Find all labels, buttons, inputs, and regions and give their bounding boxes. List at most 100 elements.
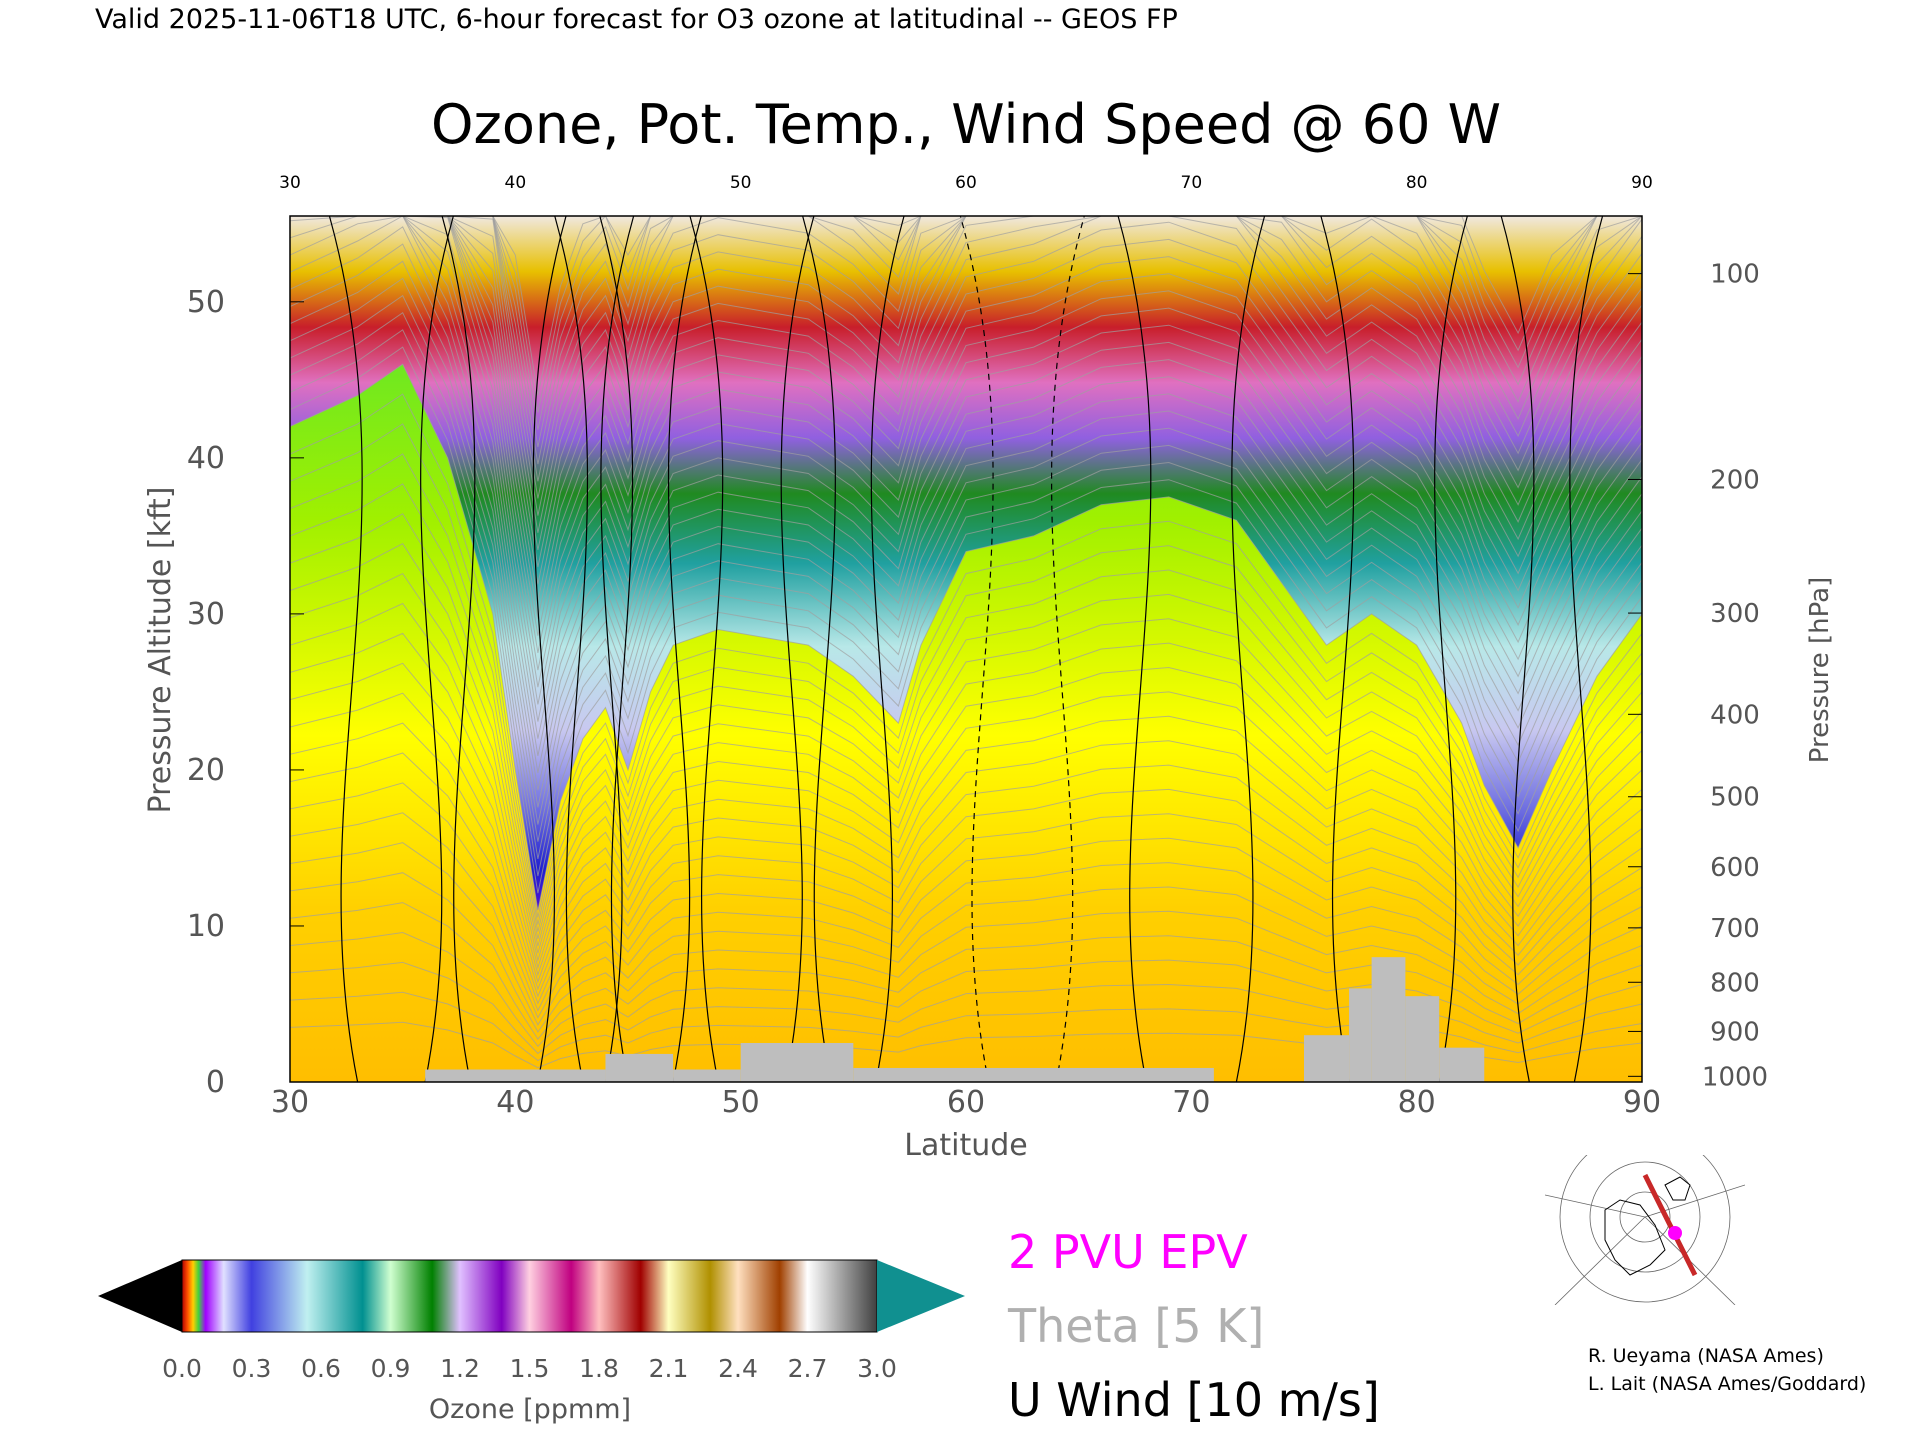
y-axis-label: Pressure Altitude [kft] <box>143 487 178 814</box>
theta-contour <box>290 632 1642 977</box>
theta-contours <box>290 216 1642 1069</box>
theta-contour <box>290 662 1642 984</box>
colorbar-tick-label: 2.4 <box>718 1354 758 1383</box>
terrain-block <box>425 1069 606 1082</box>
y-tick-label: 40 <box>187 441 225 476</box>
x-axis-bottom: 30 40 50 60 70 80 90 <box>271 1085 1661 1120</box>
x-tick-label: 30 <box>271 1085 309 1120</box>
theta-contour <box>290 226 1642 774</box>
pressure-tick-label: 400 <box>1710 700 1760 730</box>
theta-contour <box>290 216 1642 739</box>
terrain-block <box>740 1042 854 1082</box>
theta-contour <box>290 216 1642 482</box>
theta-contour <box>290 872 1642 1033</box>
u-wind-contours <box>328 216 1604 1082</box>
terrain-block <box>1405 996 1440 1082</box>
theta-contour <box>290 311 1642 860</box>
terrain-block <box>1349 988 1372 1082</box>
y-axis-left: 0 10 20 30 40 50 <box>187 285 304 1100</box>
terrain-block <box>1304 1035 1350 1082</box>
colorbar-tick-label: 1.5 <box>510 1354 550 1383</box>
wind-contour <box>1050 216 1085 1082</box>
wind-contour <box>1320 216 1355 1082</box>
credit-line-1: R. Ueyama (NASA Ames) <box>1588 1345 1824 1367</box>
terrain-block <box>1439 1047 1485 1082</box>
theta-contour <box>290 842 1642 1026</box>
theta-contour <box>290 752 1642 1005</box>
theta-contour <box>290 513 1642 947</box>
wind-contour <box>532 216 567 1082</box>
terrain-block <box>853 1067 1214 1082</box>
theta-contour <box>290 216 1642 499</box>
theta-contour <box>290 812 1642 1019</box>
colorbar-gradient <box>181 1259 878 1333</box>
y-tick-label: 0 <box>206 1065 225 1100</box>
wind-contour <box>599 216 634 1082</box>
terrain-block <box>605 1053 674 1082</box>
wind-contour <box>328 216 363 1082</box>
colorbar-tick-label: 0.9 <box>371 1354 411 1383</box>
theta-contour <box>290 216 1642 636</box>
colorbar-high-arrow <box>877 1260 965 1332</box>
theta-contour <box>290 602 1642 970</box>
chart-title: Ozone, Pot. Temp., Wind Speed @ 60 W <box>431 93 1501 156</box>
wind-contour <box>870 216 905 1082</box>
theta-contour <box>290 453 1642 932</box>
theta-contour <box>290 216 1642 465</box>
pressure-axis-label: Pressure [hPa] <box>1805 577 1835 764</box>
credit-line-2: L. Lait (NASA Ames/Goddard) <box>1588 1373 1867 1395</box>
theta-contour <box>290 216 1642 705</box>
valid-time-header: Valid 2025-11-06T18 UTC, 6-hour forecast… <box>95 4 1178 35</box>
theta-contour <box>290 216 1642 448</box>
legend-epv: 2 PVU EPV <box>1008 1225 1248 1279</box>
colorbar-label: Ozone [ppmm] <box>429 1394 631 1425</box>
legend-uwind: U Wind [10 m/s] <box>1008 1373 1380 1427</box>
terrain-block <box>673 1069 741 1082</box>
colorbar-low-arrow <box>98 1260 182 1332</box>
pressure-tick-label: 300 <box>1710 599 1760 629</box>
theta-contour <box>290 216 1642 516</box>
theta-contour <box>290 216 1642 551</box>
theta-contour <box>290 216 1642 654</box>
theta-contour <box>290 692 1642 991</box>
legend-theta: Theta [5 K] <box>1008 1299 1265 1353</box>
wind-contour <box>802 216 836 1082</box>
x-axis-top: 30 40 50 60 70 80 90 <box>279 173 1653 193</box>
theta-contour <box>290 216 1642 568</box>
theta-contour <box>290 329 1642 877</box>
wind-contour <box>1569 216 1604 1082</box>
colorbar-tick-label: 0.6 <box>301 1354 341 1383</box>
colorbar-tick-label: 1.2 <box>440 1354 480 1383</box>
theta-contour <box>290 243 1642 791</box>
wind-contour <box>667 216 702 1082</box>
colorbar-tick-label: 3.0 <box>857 1354 897 1383</box>
theta-contour <box>290 216 1642 722</box>
theta-contour <box>290 572 1642 963</box>
x-tick-label: 70 <box>1172 1085 1210 1120</box>
pressure-tick-label: 800 <box>1710 968 1760 998</box>
wind-contour <box>420 216 454 1082</box>
colorbar-tick-label: 2.1 <box>649 1354 689 1383</box>
theta-contour <box>290 902 1642 1040</box>
x-top-tick-label: 50 <box>730 173 752 193</box>
theta-contour <box>290 216 1642 413</box>
location-map-inset <box>1545 1155 1745 1305</box>
wind-contour <box>959 216 994 1082</box>
x-tick-label: 80 <box>1398 1085 1436 1120</box>
theta-contour <box>290 216 1642 430</box>
y-tick-label: 20 <box>187 753 225 788</box>
wind-contour <box>441 216 476 1082</box>
theta-contour <box>290 543 1642 954</box>
colorbar-tick-label: 2.7 <box>788 1354 828 1383</box>
theta-contour <box>290 393 1642 918</box>
pressure-tick-label: 1000 <box>1702 1062 1768 1092</box>
pressure-tick-label: 700 <box>1710 914 1760 944</box>
colorbar-tick-label: 1.8 <box>579 1354 619 1383</box>
theta-contour <box>290 346 1642 894</box>
theta-contour <box>290 782 1642 1012</box>
theta-contour <box>290 216 1642 757</box>
x-axis-label: Latitude <box>904 1128 1027 1163</box>
wind-contour <box>689 216 724 1082</box>
theta-contour <box>290 216 1642 619</box>
pressure-tick-label: 100 <box>1710 260 1760 290</box>
